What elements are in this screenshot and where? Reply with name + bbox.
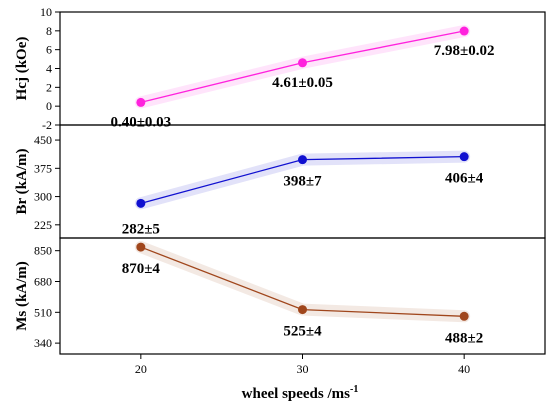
data-label: 4.61±0.05 (272, 75, 333, 91)
data-point (298, 155, 307, 165)
y-tick-label: 0 (46, 99, 52, 113)
data-point (459, 26, 469, 36)
data-label: 7.98±0.02 (434, 43, 495, 59)
y-tick-label: 450 (34, 133, 52, 147)
y-tick-label: -2 (42, 118, 52, 132)
panel-3: 340 510 680 850 Ms (kA/m) 870±4 525±4 488±2 (14, 237, 546, 355)
data-label: 406±4 (445, 171, 484, 187)
data-label: 870±4 (122, 261, 161, 277)
x-axis: 20 30 40 wheel speeds /ms-1 (135, 354, 470, 402)
y-tick-label: 375 (34, 161, 52, 175)
data-point (459, 311, 469, 321)
y-tick-label: 300 (34, 190, 52, 204)
data-label: 0.40±0.03 (110, 114, 171, 130)
y-tick-label: 850 (34, 244, 52, 258)
y-tick-label: 510 (34, 305, 52, 319)
y-tick-label: 2 (46, 80, 52, 94)
data-point (136, 242, 146, 252)
x-axis-label: wheel speeds /ms-1 (242, 384, 359, 402)
y-tick-label: 8 (46, 24, 52, 38)
data-label: 398±7 (283, 174, 322, 190)
y-tick-label: 225 (34, 218, 52, 232)
y-axis-label: Ms (kA/m) (14, 261, 30, 331)
data-point (459, 152, 469, 162)
y-tick-label: 340 (34, 336, 52, 350)
data-point (136, 198, 146, 208)
data-point (136, 97, 146, 107)
data-label: 525±4 (283, 324, 322, 340)
y-tick-label: 680 (34, 275, 52, 289)
x-tick-label: 40 (458, 362, 470, 376)
x-tick-label: 30 (297, 362, 309, 376)
data-label: 282±5 (122, 221, 160, 237)
chart-panels: -2 0 2 4 6 8 10 Hcj (kOe) 0.40±0.03 4.61±0.05 7.98… (14, 5, 546, 355)
panel-2: 225 300 375 450 Br (kA/m) 282±5 398±7 406±4 (14, 124, 546, 239)
data-label: 488±2 (445, 330, 483, 346)
x-axis-label-superscript: -1 (350, 384, 358, 395)
data-point (298, 305, 307, 315)
y-tick-label: 6 (46, 43, 52, 57)
y-axis-label: Hcj (kOe) (14, 37, 30, 101)
y-tick-label: 10 (40, 5, 52, 19)
data-point (298, 58, 307, 68)
y-tick-label: 4 (46, 62, 52, 76)
panel-1: -2 0 2 4 6 8 10 Hcj (kOe) 0.40±0.03 4.61±0.05 7.98… (14, 5, 546, 132)
x-tick-label: 20 (135, 362, 147, 376)
x-axis-label-text: wheel speeds /ms (242, 386, 350, 402)
y-axis-label: Br (kA/m) (14, 149, 30, 215)
